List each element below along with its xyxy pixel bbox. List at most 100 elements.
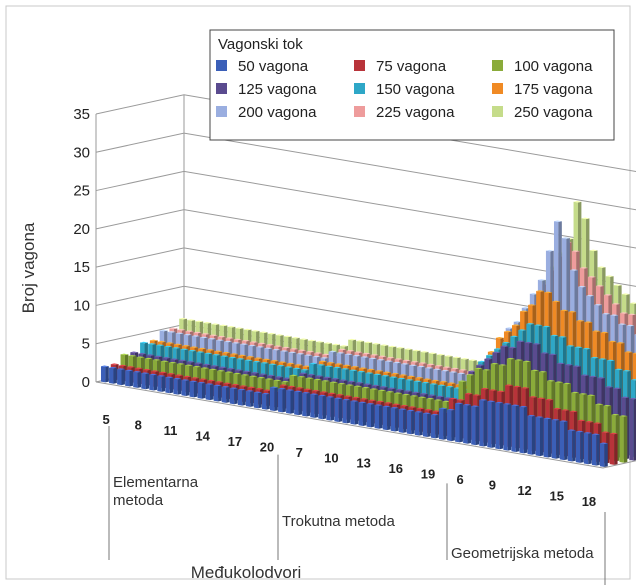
bar-front-face [447, 409, 452, 442]
bar-top-face [545, 398, 554, 401]
bar-top-face [243, 328, 252, 331]
bar-top-face [503, 403, 512, 405]
legend-label: 100 vagona [514, 58, 593, 75]
bar-top-face [490, 362, 499, 365]
bar-top-face [361, 386, 370, 389]
bar-top-face [370, 354, 379, 356]
bar [245, 390, 254, 407]
legend-swatch [492, 106, 503, 117]
bar-front-face [310, 394, 315, 418]
bar-top-face [299, 338, 308, 340]
legend-label: 250 vagona [514, 104, 593, 121]
bar-front-face [629, 398, 634, 461]
bar-top-face [444, 397, 453, 399]
bar-top-face [448, 397, 457, 400]
bar-top-face [357, 370, 366, 373]
bar-top-face [315, 375, 324, 377]
bar-top-face [571, 250, 580, 252]
bar [310, 393, 319, 418]
bar-top-face [294, 390, 302, 393]
bar-top-face [592, 330, 601, 332]
bar-top-face [217, 335, 226, 338]
bar-top-face [297, 376, 306, 378]
bar-top-face [378, 389, 386, 392]
bar-top-face [264, 347, 273, 350]
bar-side-face [290, 390, 294, 414]
bar-top-face [229, 387, 238, 389]
bar-top-face [219, 324, 228, 327]
bar-top-face [629, 397, 636, 400]
bar-top-face [568, 311, 577, 313]
bar [173, 377, 182, 395]
bar-front-face [302, 392, 307, 417]
bar-top-face [298, 349, 307, 351]
bar-top-face [551, 419, 560, 421]
bar-side-face [161, 375, 166, 392]
bar-top-face [510, 335, 519, 338]
bar-top-face [445, 385, 454, 388]
bar-top-face [142, 368, 151, 371]
bar-top-face [317, 364, 325, 366]
bar-side-face [443, 408, 447, 440]
bar-top-face [579, 393, 588, 395]
bar-front-face [294, 391, 299, 416]
bar-top-face [212, 353, 221, 356]
bar-top-face [162, 356, 171, 359]
bar-top-face [624, 351, 633, 353]
bar-top-face [188, 349, 197, 352]
bar-top-face [211, 323, 220, 325]
bar-top-face [629, 302, 636, 304]
bar-top-face [536, 290, 545, 292]
bar-top-face [628, 313, 636, 316]
bar-top-face [489, 389, 497, 391]
bar-top-face [598, 358, 607, 360]
bar [278, 387, 286, 413]
bar-top-face [386, 356, 395, 359]
bar-side-face [623, 416, 628, 463]
bar-top-face [513, 385, 521, 388]
bar-top-face [227, 326, 236, 328]
bar-top-face [495, 337, 504, 339]
bar-front-face [455, 403, 460, 443]
bar-top-face [284, 366, 293, 368]
bar-top-face [384, 402, 393, 404]
bar-top-face [173, 377, 182, 380]
bar-top-face [290, 348, 298, 350]
bar-side-face [531, 415, 536, 455]
bar-side-face [129, 370, 133, 387]
x-tick-label: 5 [102, 412, 109, 427]
bar-top-face [471, 405, 480, 407]
bar-top-face [314, 352, 323, 354]
bar-top-face [601, 431, 610, 433]
legend-swatch [492, 83, 503, 94]
bar-top-face [257, 342, 266, 345]
bar-top-face [140, 341, 148, 344]
bar [438, 407, 447, 440]
bar-top-face [553, 407, 562, 410]
bar-top-face [288, 351, 297, 354]
bar-front-face [619, 416, 624, 463]
bar [447, 408, 455, 442]
bar-top-face [405, 379, 414, 381]
bar-top-face [231, 383, 240, 386]
bar-top-face [591, 433, 600, 436]
bar-front-face [197, 382, 202, 399]
bar-top-face [312, 355, 321, 358]
bar-top-face [564, 363, 573, 366]
bar-top-face [128, 354, 137, 357]
y-tick-label: 30 [73, 144, 90, 161]
bar-top-face [452, 356, 461, 359]
bar-top-face [570, 269, 578, 271]
legend-swatch [354, 106, 365, 117]
bar-top-face [256, 346, 265, 348]
bar-top-face [348, 338, 357, 341]
bar-top-face [595, 285, 604, 287]
bar-side-face [218, 385, 222, 402]
bar-side-face [499, 402, 504, 450]
bar-top-face [511, 404, 520, 407]
bar-side-face [633, 398, 636, 461]
bar-side-face [451, 409, 455, 442]
bar-front-face [141, 373, 146, 390]
bar-top-face [359, 367, 367, 369]
